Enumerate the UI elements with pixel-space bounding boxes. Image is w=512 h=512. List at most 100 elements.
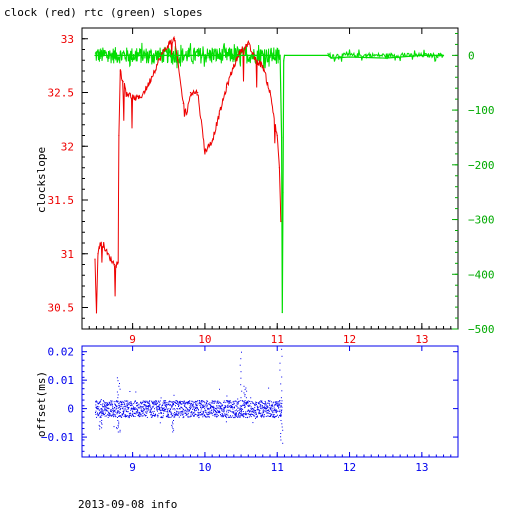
offset-point [204, 409, 206, 411]
offset-point [179, 408, 181, 410]
offset-point [248, 416, 250, 418]
offset-point [160, 412, 162, 414]
offset-point [146, 416, 148, 418]
offset-point [210, 405, 212, 407]
offset-point [200, 408, 202, 410]
y-right-tick-label: −400 [468, 268, 495, 281]
offset-point [253, 415, 255, 416]
offset-point [176, 410, 177, 412]
offset-point [142, 415, 144, 417]
offset-point [223, 411, 225, 413]
offset-point [113, 408, 115, 410]
offset-point [145, 415, 147, 416]
offset-point [159, 400, 161, 402]
offset-point [279, 406, 281, 408]
top-plot-frame [81, 27, 459, 330]
offset-point [256, 413, 257, 415]
offset-point [173, 402, 174, 404]
y-left-tick-label: 30.5 [48, 302, 75, 315]
offset-point [263, 415, 265, 417]
offset-point [273, 406, 275, 408]
offset-point [162, 402, 164, 404]
offset-point [240, 406, 242, 407]
offset-point [241, 415, 243, 417]
offset-point [274, 408, 276, 410]
offset-point [96, 413, 98, 415]
y-left-tick-label: 31.5 [48, 194, 75, 207]
offset-point [181, 414, 183, 416]
offset-point [242, 400, 244, 402]
y-left-tick-label: 32 [61, 140, 74, 153]
clock-point [113, 263, 116, 266]
offset-point [208, 403, 210, 405]
offset-outlier [280, 439, 282, 441]
offset-point [155, 407, 157, 409]
offset-point [217, 405, 219, 407]
offset-point [108, 412, 110, 413]
offset-point [107, 413, 109, 415]
offset-point [256, 409, 258, 411]
offset-point [176, 401, 178, 403]
offset-outlier [99, 421, 101, 423]
offset-point [141, 412, 143, 414]
offset-point [96, 401, 98, 403]
offset-point [270, 405, 272, 407]
offset-point [243, 401, 245, 403]
offset-point [237, 403, 239, 405]
offset-point [238, 401, 239, 403]
offset-point [239, 405, 241, 407]
offset-point [274, 417, 276, 419]
offset-point [109, 402, 111, 404]
offset-point [252, 410, 254, 412]
offset-point [104, 402, 106, 404]
offset-point [231, 406, 233, 408]
offset-point [124, 405, 126, 407]
offset-point [230, 411, 232, 412]
offset-point [163, 400, 165, 402]
offset-point [213, 400, 215, 402]
offset-point [196, 401, 198, 403]
offset-point [203, 411, 205, 413]
offset-outlier [116, 428, 118, 430]
offset-point [251, 408, 253, 410]
offset-point [126, 400, 128, 402]
offset-point [263, 410, 265, 412]
offset-point [128, 413, 130, 415]
offset-outlier [279, 362, 281, 364]
offset-point [269, 404, 271, 406]
clock-point [173, 38, 176, 40]
offset-point [240, 410, 242, 412]
offset-point [271, 407, 273, 409]
offset-point [278, 407, 280, 409]
offset-point [221, 405, 222, 407]
offset-point [209, 402, 211, 404]
offset-point [104, 412, 106, 414]
offset-outlier [244, 394, 246, 395]
offset-point [222, 410, 224, 412]
offset-outlier [281, 423, 283, 425]
offset-point [192, 407, 194, 409]
offset-point [162, 415, 164, 417]
offset-point [191, 404, 193, 406]
offset-point [182, 410, 184, 412]
offset-point [240, 414, 242, 416]
offset-point [202, 407, 204, 408]
offset-point [228, 401, 230, 403]
offset-point [245, 412, 247, 414]
offset-point [223, 400, 225, 402]
offset-point [97, 412, 98, 414]
offset-point [181, 407, 183, 408]
offset-outlier [280, 383, 282, 385]
offset-outlier [101, 422, 102, 424]
offset-point [273, 415, 275, 417]
offset-point [193, 414, 195, 416]
offset-point [261, 414, 263, 415]
offset-point [265, 404, 267, 406]
offset-point [238, 414, 239, 416]
offset-point [107, 404, 109, 406]
offset-point [210, 411, 212, 413]
offset-point [127, 408, 129, 410]
offset-point [266, 406, 268, 408]
offset-point [119, 405, 121, 407]
offset-point [137, 405, 138, 407]
